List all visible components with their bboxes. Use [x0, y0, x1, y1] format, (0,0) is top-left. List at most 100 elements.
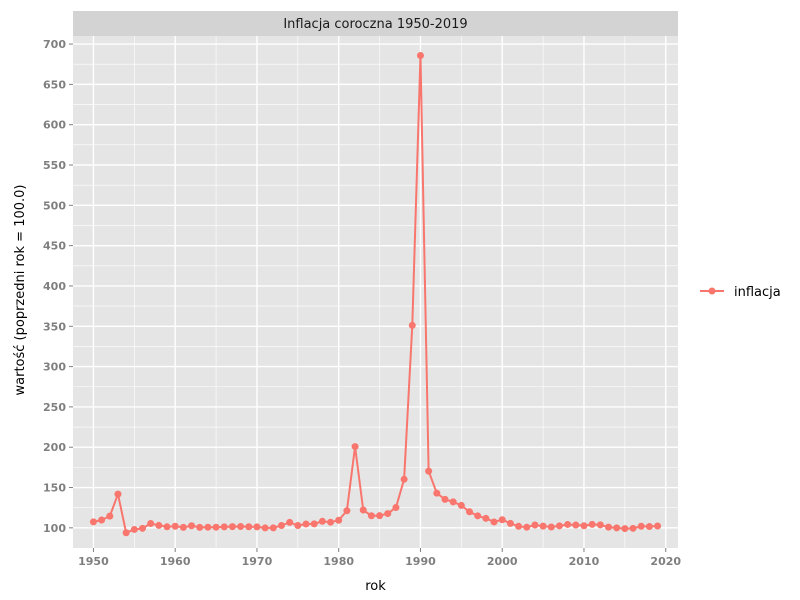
- data-point: [179, 523, 187, 531]
- data-point: [400, 475, 408, 483]
- data-point: [637, 522, 645, 530]
- data-point: [286, 518, 294, 526]
- y-tick-label: 400: [43, 280, 66, 293]
- data-point: [163, 523, 171, 531]
- data-point: [384, 510, 392, 518]
- data-point: [98, 516, 106, 524]
- plot-panel: [73, 36, 678, 548]
- data-point: [613, 524, 621, 532]
- legend-label: inflacja: [734, 285, 781, 300]
- data-point: [629, 524, 637, 532]
- data-point: [253, 523, 261, 531]
- data-point: [343, 507, 351, 515]
- x-tick-label: 1950: [78, 555, 109, 568]
- x-tick-label: 2000: [487, 555, 518, 568]
- data-point: [490, 518, 498, 526]
- data-point: [89, 518, 97, 526]
- y-axis-title: wartość (poprzedni rok = 100.0): [13, 185, 28, 396]
- data-point: [555, 522, 563, 530]
- y-tick-label: 100: [43, 522, 66, 535]
- data-point: [580, 522, 588, 530]
- data-point: [588, 520, 596, 528]
- y-tick-label: 650: [43, 78, 66, 91]
- y-tick-label: 300: [43, 361, 66, 374]
- x-tick-label: 2010: [569, 555, 600, 568]
- y-tick-label: 700: [43, 38, 66, 51]
- data-point: [114, 490, 122, 498]
- data-point: [351, 443, 359, 451]
- data-point: [318, 517, 326, 525]
- x-axis-ticks: 1950 1960 1970 1980 1990 2000 2010 2020: [78, 548, 681, 568]
- data-point: [645, 523, 653, 531]
- data-point: [425, 467, 433, 475]
- data-point: [547, 523, 555, 531]
- data-point: [302, 520, 310, 528]
- data-point: [106, 512, 114, 520]
- data-point: [605, 523, 613, 531]
- data-point: [171, 522, 179, 530]
- data-point: [621, 525, 629, 533]
- data-point: [155, 521, 163, 529]
- y-tick-label: 250: [43, 401, 66, 414]
- data-point: [130, 525, 138, 533]
- data-point: [188, 522, 196, 530]
- data-point: [474, 512, 482, 520]
- y-tick-label: 550: [43, 159, 66, 172]
- series-line-inflacja: [93, 54, 658, 534]
- data-point: [539, 522, 547, 530]
- x-tick-label: 1970: [242, 555, 273, 568]
- y-tick-label: 350: [43, 320, 66, 333]
- data-point: [335, 516, 343, 524]
- data-point: [654, 522, 662, 530]
- data-point: [515, 522, 523, 530]
- y-tick-label: 600: [43, 119, 66, 132]
- series-layer: [89, 52, 662, 537]
- data-point: [392, 504, 400, 512]
- data-point: [138, 524, 146, 532]
- data-point: [261, 524, 269, 532]
- data-point: [449, 498, 457, 506]
- data-point: [237, 523, 245, 531]
- data-point: [457, 501, 465, 509]
- data-point: [277, 522, 285, 530]
- data-point: [196, 523, 204, 531]
- data-point: [367, 512, 375, 520]
- y-tick-label: 450: [43, 240, 66, 253]
- data-point: [212, 523, 220, 531]
- data-point: [523, 523, 531, 531]
- y-tick-label: 500: [43, 199, 66, 212]
- x-tick-label: 1960: [160, 555, 191, 568]
- data-point: [482, 514, 490, 522]
- data-point: [531, 521, 539, 529]
- legend: inflacja: [700, 285, 781, 300]
- data-point: [147, 519, 155, 527]
- y-tick-label: 200: [43, 441, 66, 454]
- x-tick-label: 2020: [650, 555, 681, 568]
- x-axis-title: rok: [365, 579, 386, 594]
- y-tick-label: 150: [43, 482, 66, 495]
- x-tick-label: 1980: [323, 555, 354, 568]
- data-point: [327, 518, 335, 526]
- data-point: [416, 52, 424, 60]
- data-point: [441, 495, 449, 503]
- data-point: [220, 523, 228, 531]
- data-point: [359, 506, 367, 514]
- chart-title: Inflacja coroczna 1950-2019: [283, 17, 467, 32]
- data-point: [245, 523, 253, 531]
- data-point: [596, 521, 604, 529]
- data-point: [310, 520, 318, 528]
- legend-marker: [708, 287, 716, 295]
- data-point: [204, 523, 212, 531]
- data-point: [433, 489, 441, 497]
- data-point: [294, 522, 302, 530]
- data-point: [466, 508, 474, 516]
- data-point: [228, 523, 236, 531]
- data-point: [498, 516, 506, 524]
- y-axis-ticks: 100 150 200 250 300 350 400 450 500 550 600 650 700: [43, 38, 73, 535]
- data-point: [122, 529, 130, 537]
- data-point: [572, 521, 580, 529]
- data-point: [269, 524, 277, 532]
- x-tick-label: 1990: [405, 555, 436, 568]
- data-point: [506, 519, 514, 527]
